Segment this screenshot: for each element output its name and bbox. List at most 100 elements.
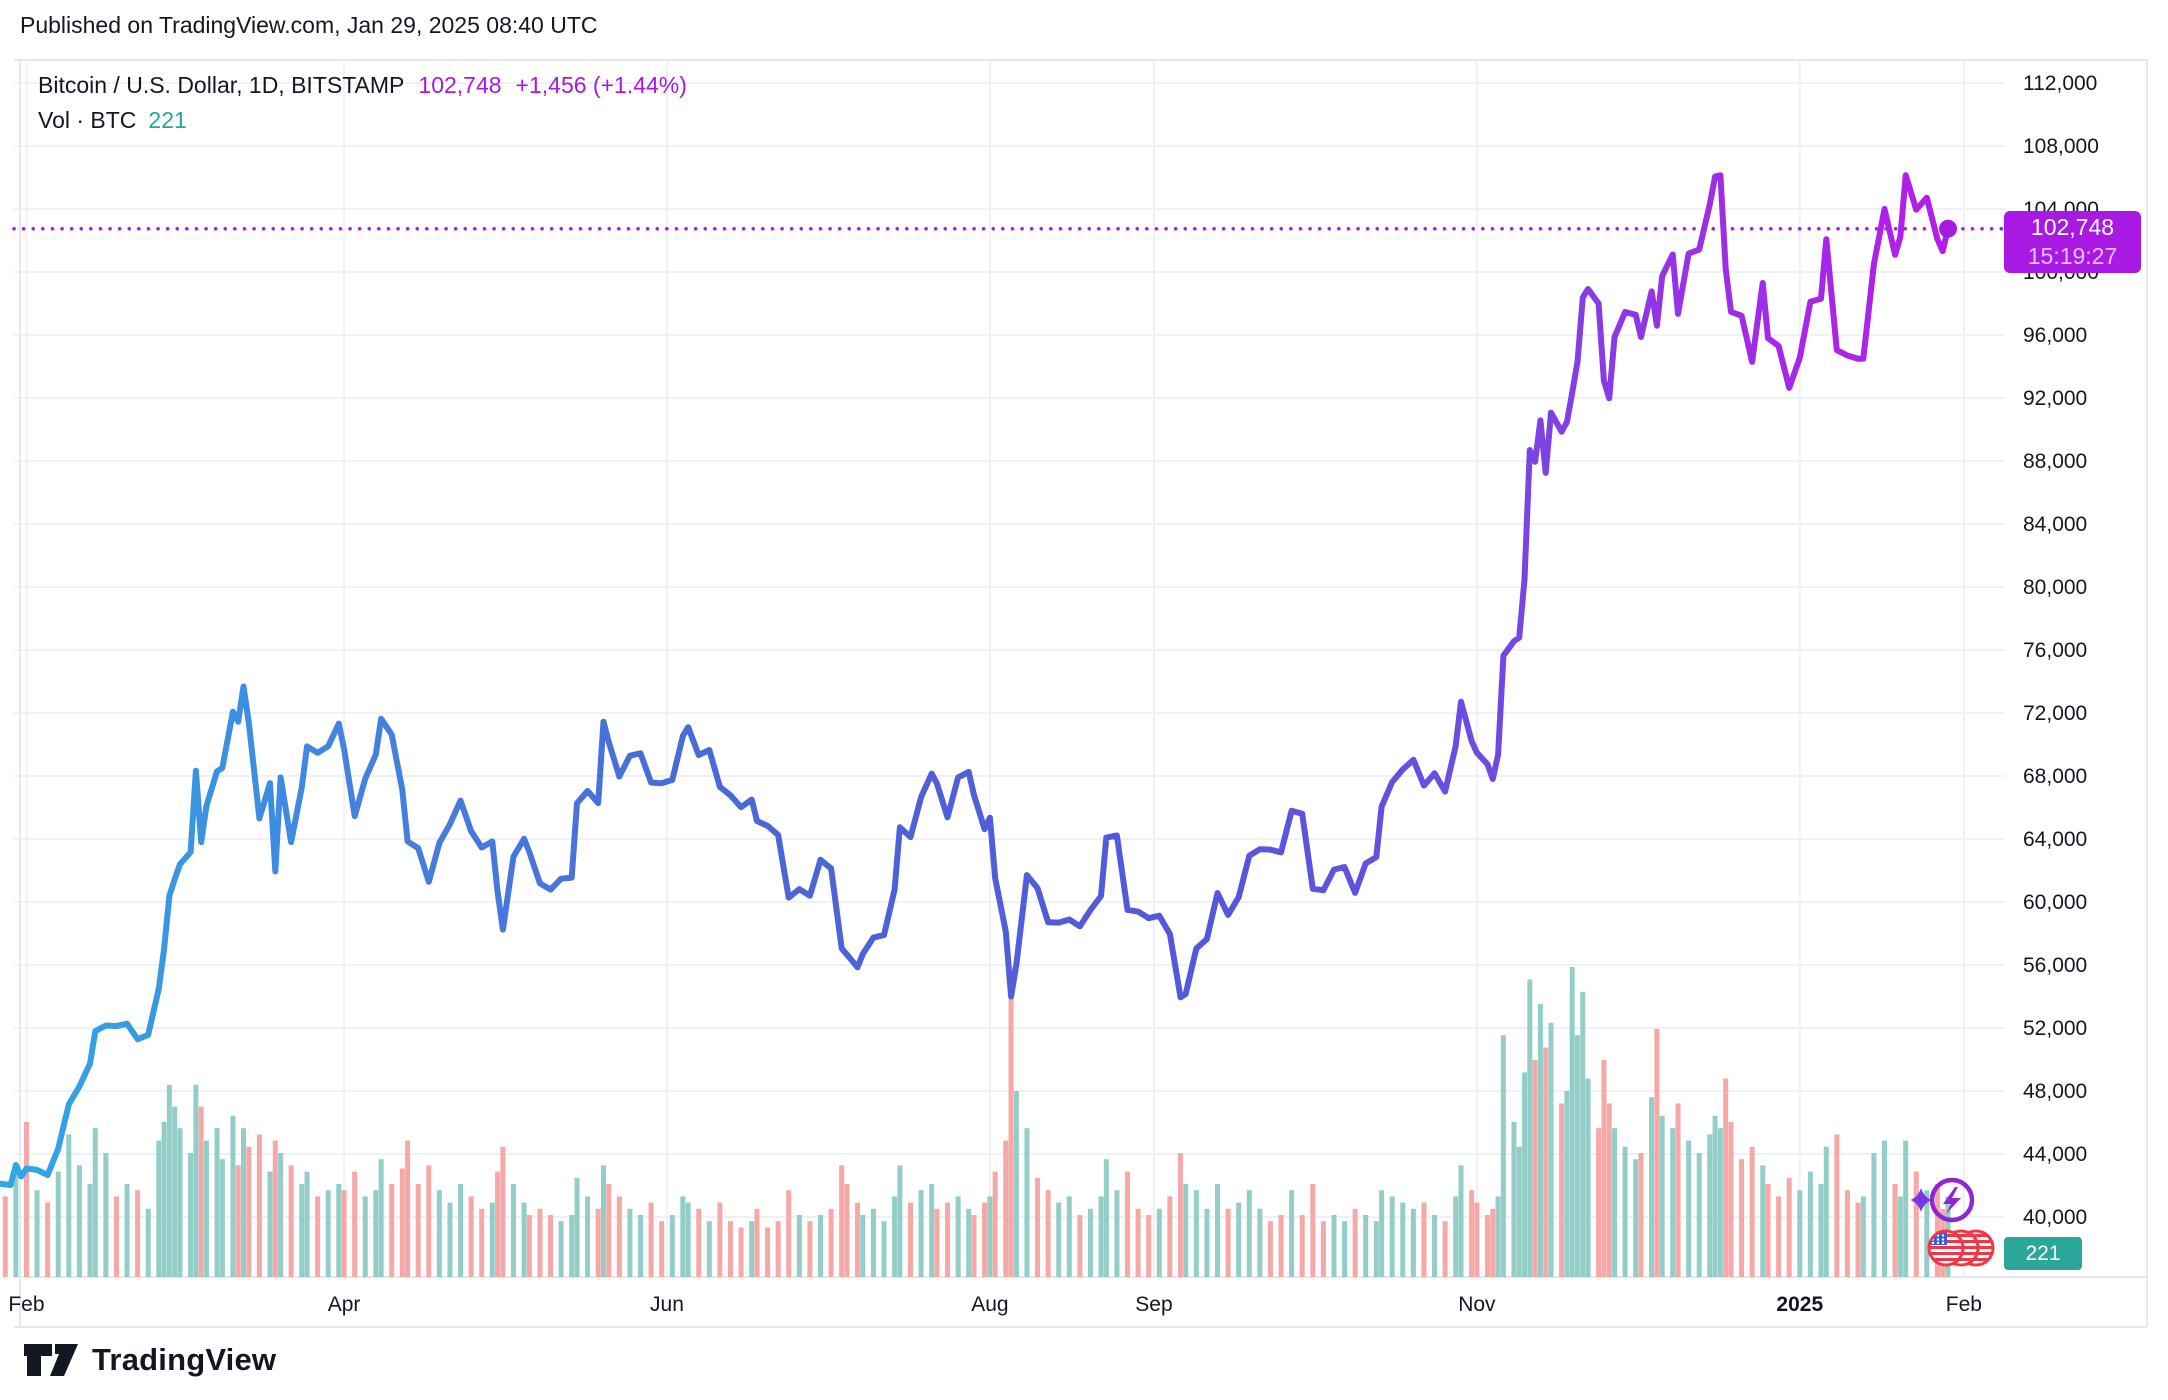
volume-bar xyxy=(45,1202,51,1277)
volume-bar xyxy=(13,1168,19,1277)
volume-bar xyxy=(378,1159,384,1277)
price-axis-label: 68,000 xyxy=(2023,765,2087,788)
volume-bar xyxy=(315,1196,321,1277)
volume-bar xyxy=(1818,1184,1824,1277)
volume-bar xyxy=(585,1196,591,1277)
volume-bar xyxy=(844,1184,850,1277)
volume-bar xyxy=(1548,1022,1554,1277)
volume-bar xyxy=(1934,1184,1940,1277)
volume-bar xyxy=(1342,1221,1348,1277)
price-axis-label: 60,000 xyxy=(2023,891,2087,914)
volume-bar xyxy=(113,1196,119,1277)
volume-bar xyxy=(828,1208,834,1277)
volume-row-label[interactable]: Vol · BTC xyxy=(38,107,137,133)
volume-bar xyxy=(272,1140,278,1277)
volume-bar xyxy=(1522,1072,1528,1277)
volume-bar xyxy=(1490,1208,1496,1277)
volume-bar xyxy=(214,1128,220,1277)
current-volume-badge: 221 xyxy=(2004,1237,2082,1270)
volume-bar xyxy=(1246,1190,1252,1277)
volume-bar xyxy=(1712,1115,1718,1277)
volume-bar xyxy=(1749,1146,1755,1277)
chart-legend: Bitcoin / U.S. Dollar, 1D, BITSTAMP 102,… xyxy=(38,74,687,132)
tradingview-logo-icon[interactable] xyxy=(22,1340,80,1380)
volume-bar xyxy=(1786,1177,1792,1277)
volume-bar xyxy=(1913,1171,1919,1277)
volume-bar xyxy=(1024,1128,1030,1277)
volume-bar xyxy=(1469,1190,1475,1277)
volume-histogram xyxy=(2,967,1951,1277)
tradingview-wordmark[interactable]: TradingView xyxy=(92,1342,277,1377)
volume-bar xyxy=(982,1202,988,1277)
price-axis-label: 80,000 xyxy=(2023,576,2087,599)
volume-bar xyxy=(458,1184,464,1277)
volume-bar xyxy=(1225,1208,1231,1277)
volume-bar xyxy=(1649,1097,1655,1277)
volume-bar xyxy=(1500,1035,1506,1277)
time-axis-label: Jun xyxy=(650,1293,684,1316)
volume-bar xyxy=(638,1215,644,1277)
volume-bar xyxy=(166,1084,172,1277)
volume-bar xyxy=(373,1190,379,1277)
volume-bar xyxy=(510,1184,516,1277)
volume-bar xyxy=(558,1221,564,1277)
price-axis-label: 88,000 xyxy=(2023,450,2087,473)
volume-bar xyxy=(1098,1196,1104,1277)
volume-bar xyxy=(1484,1215,1490,1277)
price-axis-label: 64,000 xyxy=(2023,828,2087,851)
volume-bar xyxy=(616,1196,622,1277)
volume-bar xyxy=(1659,1115,1665,1277)
volume-bar xyxy=(198,1106,204,1277)
current-price-badge: 102,748 15:19:27 xyxy=(2004,211,2141,273)
volume-bar xyxy=(1373,1221,1379,1277)
volume-bar xyxy=(1580,991,1586,1277)
volume-bar xyxy=(1077,1215,1083,1277)
volume-bar xyxy=(447,1202,453,1277)
volume-bar xyxy=(1400,1202,1406,1277)
volume-bar xyxy=(717,1202,723,1277)
volume-bar xyxy=(574,1177,580,1277)
volume-bar xyxy=(987,1196,993,1277)
price-axis-label: 112,000 xyxy=(2023,72,2097,95)
volume-bar xyxy=(1654,1029,1660,1277)
volume-bar xyxy=(1389,1196,1395,1277)
volume-bar xyxy=(945,1202,951,1277)
volume-bar xyxy=(1056,1202,1062,1277)
volume-bar xyxy=(1193,1190,1199,1277)
price-axis-label: 92,000 xyxy=(2023,387,2087,410)
volume-bar xyxy=(680,1196,686,1277)
volume-bar xyxy=(1612,1128,1618,1277)
volume-bar xyxy=(870,1208,876,1277)
volume-bar xyxy=(1516,1146,1522,1277)
volume-bar xyxy=(706,1221,712,1277)
volume-bar xyxy=(966,1208,972,1277)
volume-bar xyxy=(1278,1215,1284,1277)
volume-bar xyxy=(34,1190,40,1277)
volume-bar xyxy=(754,1208,760,1277)
volume-bar xyxy=(1013,1091,1019,1277)
volume-bar xyxy=(1183,1184,1189,1277)
volume-bar xyxy=(738,1227,744,1277)
volume-bar xyxy=(1855,1202,1861,1277)
volume-bar xyxy=(230,1115,236,1277)
volume-bar xyxy=(1066,1196,1072,1277)
volume-bar xyxy=(479,1208,485,1277)
price-axis-label: 40,000 xyxy=(2023,1206,2087,1229)
volume-bar xyxy=(796,1215,802,1277)
volume-bar xyxy=(156,1140,162,1277)
volume-bar xyxy=(241,1128,247,1277)
symbol-title[interactable]: Bitcoin / U.S. Dollar, 1D, BITSTAMP xyxy=(38,72,405,98)
volume-bar xyxy=(897,1165,903,1277)
volume-bar xyxy=(436,1190,442,1277)
volume-bar xyxy=(415,1184,421,1277)
volume-bar xyxy=(775,1221,781,1277)
volume-bar xyxy=(595,1208,601,1277)
volume-bar xyxy=(992,1171,998,1277)
volume-bar xyxy=(1257,1208,1263,1277)
volume-bar xyxy=(685,1202,691,1277)
volume-bar xyxy=(934,1208,940,1277)
last-price-dot xyxy=(1939,219,1958,238)
volume-bar xyxy=(500,1146,506,1277)
volume-bar xyxy=(918,1190,924,1277)
